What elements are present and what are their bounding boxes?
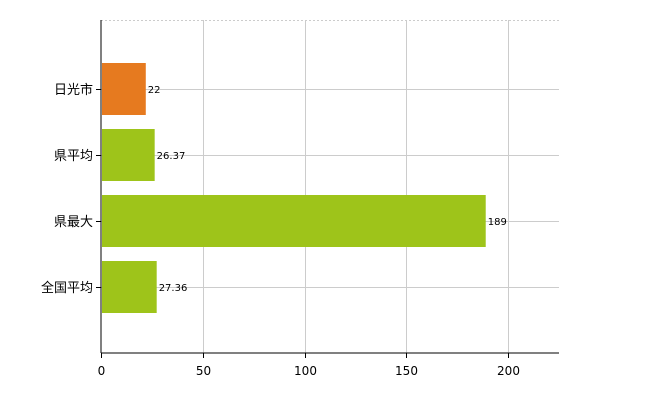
bar (102, 129, 155, 181)
x-tick-label: 0 (98, 364, 106, 378)
data-labels: 22 26.37 189 27.36 (148, 85, 507, 294)
x-tick-label: 100 (294, 364, 317, 378)
bars (102, 63, 486, 313)
data-label: 22 (148, 85, 161, 96)
bar (102, 261, 157, 313)
grid-lines (96, 20, 559, 358)
data-label: 26.37 (157, 151, 186, 162)
x-tick-labels: 0 50 100 150 200 (98, 364, 520, 378)
category-label: 全国平均 (41, 280, 93, 296)
category-label: 県最大 (54, 215, 93, 230)
data-label: 189 (488, 217, 507, 228)
category-label: 日光市 (54, 82, 93, 98)
x-tick-label: 150 (395, 364, 418, 378)
data-label: 27.36 (159, 283, 188, 294)
bar (102, 63, 146, 115)
bar (102, 195, 486, 247)
category-label: 県平均 (54, 149, 93, 164)
x-tick-label: 50 (196, 364, 211, 378)
x-tick-label: 200 (497, 364, 520, 378)
axes (100, 20, 559, 354)
